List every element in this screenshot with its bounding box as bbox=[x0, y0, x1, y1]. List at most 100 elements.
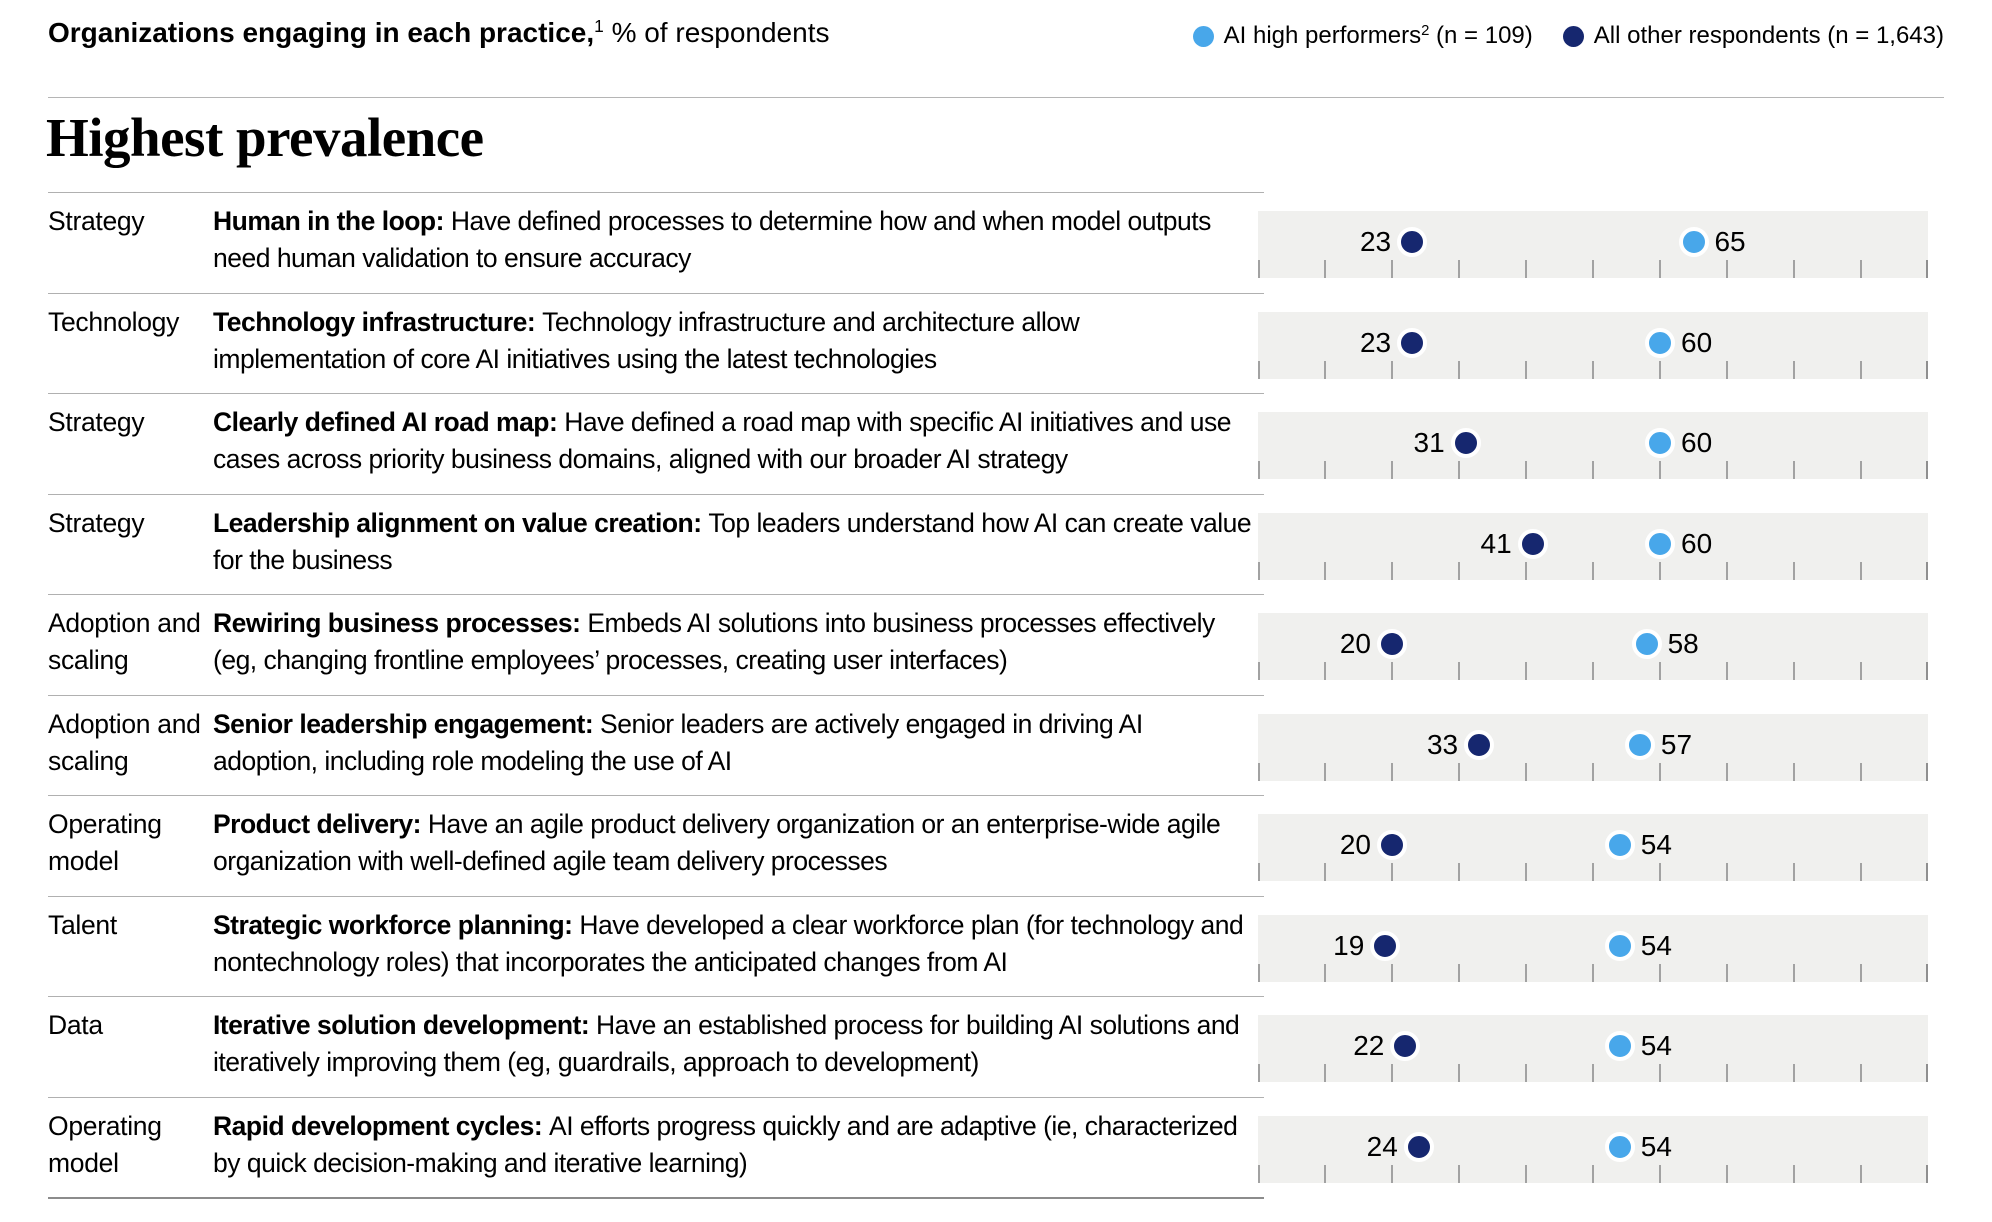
tick-mark bbox=[1592, 963, 1594, 982]
tick-mark bbox=[1324, 461, 1326, 479]
tick-mark bbox=[1391, 260, 1393, 278]
tick-mark bbox=[1793, 260, 1795, 278]
value-other-respondents: 19 bbox=[1333, 929, 1365, 961]
tick-mark bbox=[1258, 662, 1260, 680]
dot-high-performers bbox=[1678, 227, 1709, 257]
value-high-performers: 60 bbox=[1681, 427, 1713, 458]
tick-mark bbox=[1592, 863, 1594, 881]
row-divider bbox=[48, 292, 1264, 294]
tick-mark bbox=[1324, 561, 1326, 580]
tick-mark bbox=[1726, 963, 1728, 982]
practice-rows: Strategy Human in the loop: Have defined … bbox=[0, 192, 1992, 1199]
tick-mark bbox=[1258, 260, 1260, 278]
tick-mark bbox=[1525, 662, 1527, 680]
tick-mark bbox=[1860, 260, 1862, 278]
value-high-performers: 57 bbox=[1660, 728, 1693, 760]
tick-mark bbox=[1458, 561, 1460, 580]
tick-mark bbox=[1726, 863, 1728, 881]
tick-mark bbox=[1458, 963, 1460, 982]
tick-mark bbox=[1926, 561, 1928, 580]
tick-mark bbox=[1592, 1064, 1594, 1082]
tick-mark bbox=[1458, 863, 1460, 881]
category-label: Strategy bbox=[48, 507, 145, 538]
practice-row: Strategy Clearly defined AI road map: Hav… bbox=[0, 393, 1992, 494]
value-other-respondents: 33 bbox=[1426, 728, 1459, 760]
tick-mark bbox=[1525, 360, 1527, 379]
practice-row: Operating model Product delivery: Have an… bbox=[0, 795, 1992, 896]
section-title: Highest prevalence bbox=[46, 107, 484, 168]
tick-mark bbox=[1258, 561, 1260, 580]
practice-description: Strategic workforce planning: Have devel… bbox=[213, 909, 1244, 977]
tick-mark bbox=[1324, 662, 1326, 680]
practice-name: Clearly defined AI road map: bbox=[213, 407, 565, 437]
tick-mark bbox=[1793, 360, 1795, 379]
tick-mark bbox=[1793, 461, 1795, 479]
dot-other-respondents bbox=[1403, 1131, 1434, 1162]
tick-mark bbox=[1659, 561, 1661, 580]
practice-row: Strategy Leadership alignment on value cr… bbox=[0, 493, 1992, 595]
dot-high-performers bbox=[1624, 729, 1655, 760]
value-high-performers: 54 bbox=[1640, 1030, 1672, 1061]
tick-mark bbox=[1592, 762, 1594, 781]
chart-title-rest: % of respondents bbox=[611, 17, 830, 48]
tick-mark bbox=[1525, 863, 1527, 881]
value-other-respondents: 23 bbox=[1359, 226, 1392, 257]
tick-mark bbox=[1926, 963, 1928, 982]
category-label: Operating model bbox=[48, 809, 162, 876]
value-high-performers: 60 bbox=[1681, 326, 1713, 358]
tick-mark bbox=[1525, 461, 1527, 479]
legend-item-ai-high-performers: AI high performers2 (n = 109) bbox=[1192, 22, 1533, 50]
tick-mark bbox=[1258, 762, 1260, 781]
row-divider bbox=[48, 393, 1264, 394]
dot-other-respondents bbox=[1370, 930, 1401, 961]
tick-mark bbox=[1926, 1164, 1928, 1183]
tick-mark bbox=[1659, 1064, 1661, 1082]
tick-mark bbox=[1324, 1064, 1326, 1082]
dot-high-performers bbox=[1604, 1031, 1635, 1061]
row-divider bbox=[48, 1096, 1264, 1098]
tick-mark bbox=[1793, 1064, 1795, 1082]
tick-mark bbox=[1659, 662, 1661, 680]
category-label: Adoption and scaling bbox=[48, 608, 201, 675]
value-other-respondents: 20 bbox=[1339, 628, 1371, 659]
practice-description: Iterative solution development: Have an … bbox=[213, 1010, 1240, 1077]
legend-dot-icon bbox=[1192, 25, 1214, 47]
dot-high-performers bbox=[1645, 327, 1675, 358]
scale-band: 31 60 bbox=[1258, 412, 1928, 479]
tick-mark bbox=[1324, 1164, 1326, 1183]
footnote-marker-2: 2 bbox=[1421, 22, 1430, 39]
tick-mark bbox=[1659, 762, 1661, 781]
tick-mark bbox=[1525, 1064, 1527, 1082]
tick-mark bbox=[1324, 863, 1326, 881]
value-other-respondents: 24 bbox=[1366, 1130, 1398, 1162]
tick-mark bbox=[1860, 461, 1862, 479]
dot-other-respondents bbox=[1390, 1031, 1421, 1061]
scale-band: 33 57 bbox=[1258, 713, 1928, 781]
tick-mark bbox=[1458, 461, 1460, 479]
tick-mark bbox=[1659, 461, 1661, 479]
legend-label: All other respondents (n = 1,643) bbox=[1593, 22, 1944, 49]
tick-mark bbox=[1659, 360, 1661, 379]
tick-mark bbox=[1793, 662, 1795, 680]
practice-description: Technology infrastructure: Technology in… bbox=[213, 306, 1080, 374]
tick-mark bbox=[1926, 461, 1928, 479]
tick-mark bbox=[1592, 561, 1594, 580]
tick-mark bbox=[1659, 260, 1661, 278]
row-divider bbox=[48, 996, 1264, 997]
practice-description: Human in the loop: Have defined processe… bbox=[213, 206, 1211, 273]
footnote-marker-1: 1 bbox=[594, 16, 604, 37]
dot-other-respondents bbox=[1397, 227, 1428, 257]
tick-mark bbox=[1525, 260, 1527, 278]
tick-mark bbox=[1793, 963, 1795, 982]
tick-mark bbox=[1926, 1064, 1928, 1082]
tick-mark bbox=[1860, 662, 1862, 680]
tick-mark bbox=[1659, 863, 1661, 881]
dot-high-performers bbox=[1631, 629, 1662, 659]
practice-name: Rapid development cycles: bbox=[213, 1110, 550, 1141]
tick-mark bbox=[1793, 762, 1795, 781]
practice-name: Rewiring business processes: bbox=[213, 608, 588, 638]
value-high-performers: 58 bbox=[1667, 628, 1699, 659]
dot-high-performers bbox=[1604, 830, 1635, 860]
practice-description: Leadership alignment on value creation: … bbox=[213, 507, 1252, 575]
tick-mark bbox=[1391, 461, 1393, 479]
